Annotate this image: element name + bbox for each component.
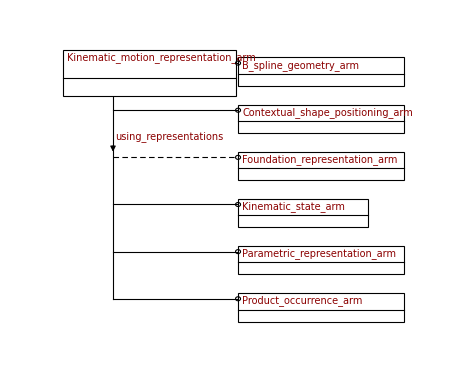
- Text: Kinematic_motion_representation_arm: Kinematic_motion_representation_arm: [67, 53, 256, 63]
- Text: Foundation_representation_arm: Foundation_representation_arm: [242, 154, 398, 165]
- Bar: [238, 105, 404, 133]
- Bar: [238, 246, 404, 275]
- Text: B_spline_geometry_arm: B_spline_geometry_arm: [242, 60, 359, 70]
- Text: Parametric_representation_arm: Parametric_representation_arm: [242, 248, 396, 259]
- Bar: [238, 199, 368, 227]
- Bar: [238, 293, 404, 322]
- Bar: [238, 58, 404, 86]
- Text: Product_occurrence_arm: Product_occurrence_arm: [242, 295, 363, 306]
- Bar: [238, 152, 404, 180]
- Text: Contextual_shape_positioning_arm: Contextual_shape_positioning_arm: [242, 107, 413, 118]
- Bar: [63, 50, 236, 96]
- Text: using_representations: using_representations: [115, 131, 223, 142]
- Text: Kinematic_state_arm: Kinematic_state_arm: [242, 201, 345, 212]
